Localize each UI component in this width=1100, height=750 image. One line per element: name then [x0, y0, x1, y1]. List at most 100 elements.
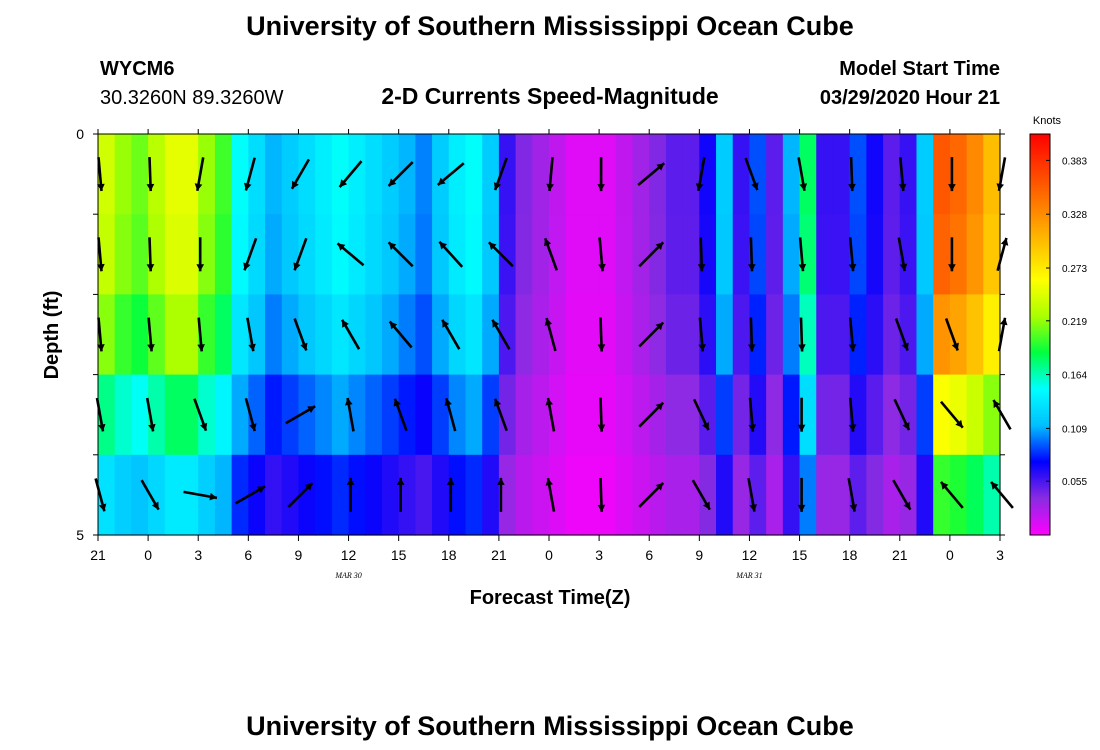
heatmap-cell: [883, 214, 901, 295]
heatmap-cell: [732, 294, 751, 376]
x-tick-label: 15: [391, 547, 407, 563]
heatmap-cell: [983, 134, 1001, 215]
heatmap-cell: [582, 454, 600, 536]
heatmap-cell: [248, 374, 266, 456]
vector-arrow-head: [545, 398, 553, 406]
heatmap-cell: [515, 374, 533, 456]
y-tick-label: 0: [76, 126, 84, 142]
heatmap-cell: [465, 214, 483, 295]
heatmap-cell: [816, 294, 834, 376]
heatmap-cell: [966, 214, 984, 295]
heatmap-cell: [482, 374, 500, 456]
vector-arrow-head: [798, 344, 806, 352]
vector-arrow-head: [698, 344, 706, 352]
heatmap-cell: [682, 294, 700, 376]
vector-arrow-head: [1000, 317, 1008, 326]
heatmap-cell: [298, 214, 316, 295]
heatmap-cell: [966, 374, 984, 456]
model-start-value: 03/29/2020 Hour 21: [820, 87, 1000, 109]
heatmap-cell: [231, 374, 249, 456]
heatmap-cell: [799, 294, 817, 376]
y-tick-label: 5: [76, 527, 84, 543]
vector-arrow-head: [493, 182, 502, 191]
heatmap-cell: [348, 134, 366, 215]
heatmap-cell: [281, 374, 300, 456]
heatmap-cell: [549, 454, 567, 536]
vector-arrow-head: [955, 419, 963, 428]
colorbar-tick-label: 0.055: [1062, 477, 1087, 488]
heatmap-cell: [699, 214, 717, 295]
vector-arrow-head: [797, 504, 806, 512]
heatmap-cell: [749, 374, 767, 456]
heatmap-cell: [214, 294, 233, 376]
heatmap-cell: [365, 214, 383, 295]
vector-arrow-head: [948, 184, 956, 192]
heatmap-cell: [381, 294, 400, 376]
vector-arrow-head: [300, 342, 308, 351]
heatmap-cell: [515, 134, 533, 215]
vector-arrow-head: [848, 424, 857, 432]
heatmap-cell: [181, 374, 199, 456]
heatmap-cell: [532, 134, 550, 215]
heatmap-cell: [515, 214, 533, 295]
heatmap-cell: [281, 294, 300, 376]
heatmap-cell: [599, 374, 617, 456]
heatmap-cell: [465, 294, 483, 376]
heatmap-cell: [632, 294, 650, 376]
x-tick-label: 21: [491, 547, 507, 563]
heatmap-cell: [331, 374, 350, 456]
vector-arrow-head: [291, 180, 299, 189]
vector-arrow-head: [244, 182, 252, 191]
heatmap-cell: [549, 214, 567, 295]
vector-arrow-head: [597, 424, 606, 432]
heatmap-cell: [164, 214, 183, 295]
heatmap-cell: [465, 374, 483, 456]
heatmap-cell: [432, 454, 450, 536]
x-tick-label: 12: [341, 547, 357, 563]
heatmap-cell: [866, 214, 884, 295]
vector-arrow-head: [342, 319, 349, 328]
heatmap-cell: [114, 214, 132, 295]
heatmap-cell: [732, 454, 751, 536]
vector-arrow-head: [848, 183, 856, 192]
heatmap-cell: [899, 214, 918, 295]
heatmap-cell: [849, 134, 867, 215]
heatmap-cell: [716, 454, 734, 536]
heatmap-cell: [482, 294, 500, 376]
heatmap-cell: [549, 374, 567, 456]
heatmap-cell: [849, 294, 867, 376]
heatmap-cell: [448, 134, 467, 215]
heatmap-cell: [248, 294, 266, 376]
heatmap-cell: [599, 214, 617, 295]
vector-arrow-head: [446, 477, 455, 485]
heatmap-cell: [281, 214, 300, 295]
heatmap-cell: [98, 454, 116, 536]
heatmap-cell: [665, 134, 684, 215]
heatmap-cell: [214, 214, 233, 295]
heatmap-cell: [198, 294, 216, 376]
heatmap-cell: [665, 454, 684, 536]
heatmap-cell: [315, 134, 333, 215]
vector-arrow-head: [200, 422, 208, 431]
heatmap-cell: [699, 374, 717, 456]
heatmap-cell: [615, 374, 634, 456]
heatmap-cell: [832, 134, 851, 215]
heatmap-cell: [565, 374, 583, 456]
heatmap-cell: [532, 374, 550, 456]
heatmap-cell: [315, 214, 333, 295]
heatmap-cell: [632, 374, 650, 456]
y-axis-title: Depth (ft): [41, 291, 63, 380]
vector-arrow-head: [991, 481, 999, 490]
vector-arrow-head: [898, 183, 907, 191]
vector-arrow-head: [951, 342, 959, 351]
heatmap-cell: [448, 374, 467, 456]
vector-arrow-head: [98, 503, 107, 512]
y-axis: 05: [76, 126, 1005, 543]
heatmap-cell: [933, 294, 951, 376]
x-tick-label: 21: [90, 547, 106, 563]
heatmap-cell: [883, 374, 901, 456]
vector-arrow-head: [98, 423, 106, 432]
vector-arrow-head: [209, 492, 217, 501]
heatmap-cell: [916, 294, 934, 376]
vector-arrow-head: [257, 486, 266, 494]
